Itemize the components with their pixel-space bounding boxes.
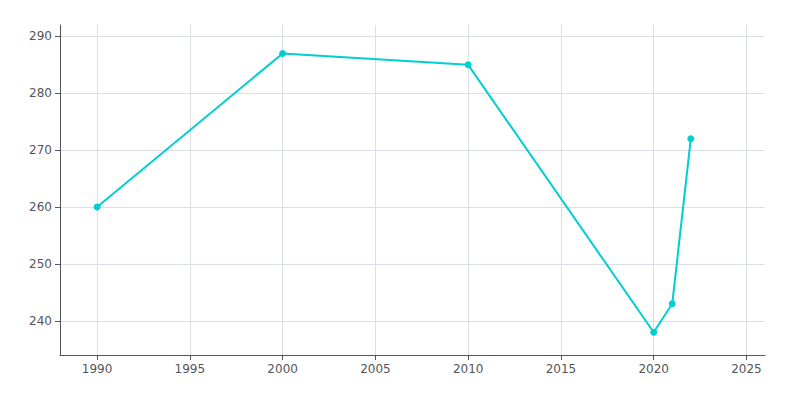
svg-text:2015: 2015 [546,362,577,376]
svg-text:250: 250 [29,257,52,271]
svg-text:2000: 2000 [267,362,298,376]
svg-text:260: 260 [29,200,52,214]
svg-text:2025: 2025 [731,362,762,376]
svg-text:2020: 2020 [638,362,669,376]
svg-text:280: 280 [29,86,52,100]
svg-text:1990: 1990 [82,362,113,376]
svg-text:270: 270 [29,143,52,157]
svg-text:2010: 2010 [453,362,484,376]
svg-text:290: 290 [29,29,52,43]
svg-text:1995: 1995 [175,362,206,376]
svg-text:240: 240 [29,314,52,328]
svg-text:2005: 2005 [360,362,391,376]
